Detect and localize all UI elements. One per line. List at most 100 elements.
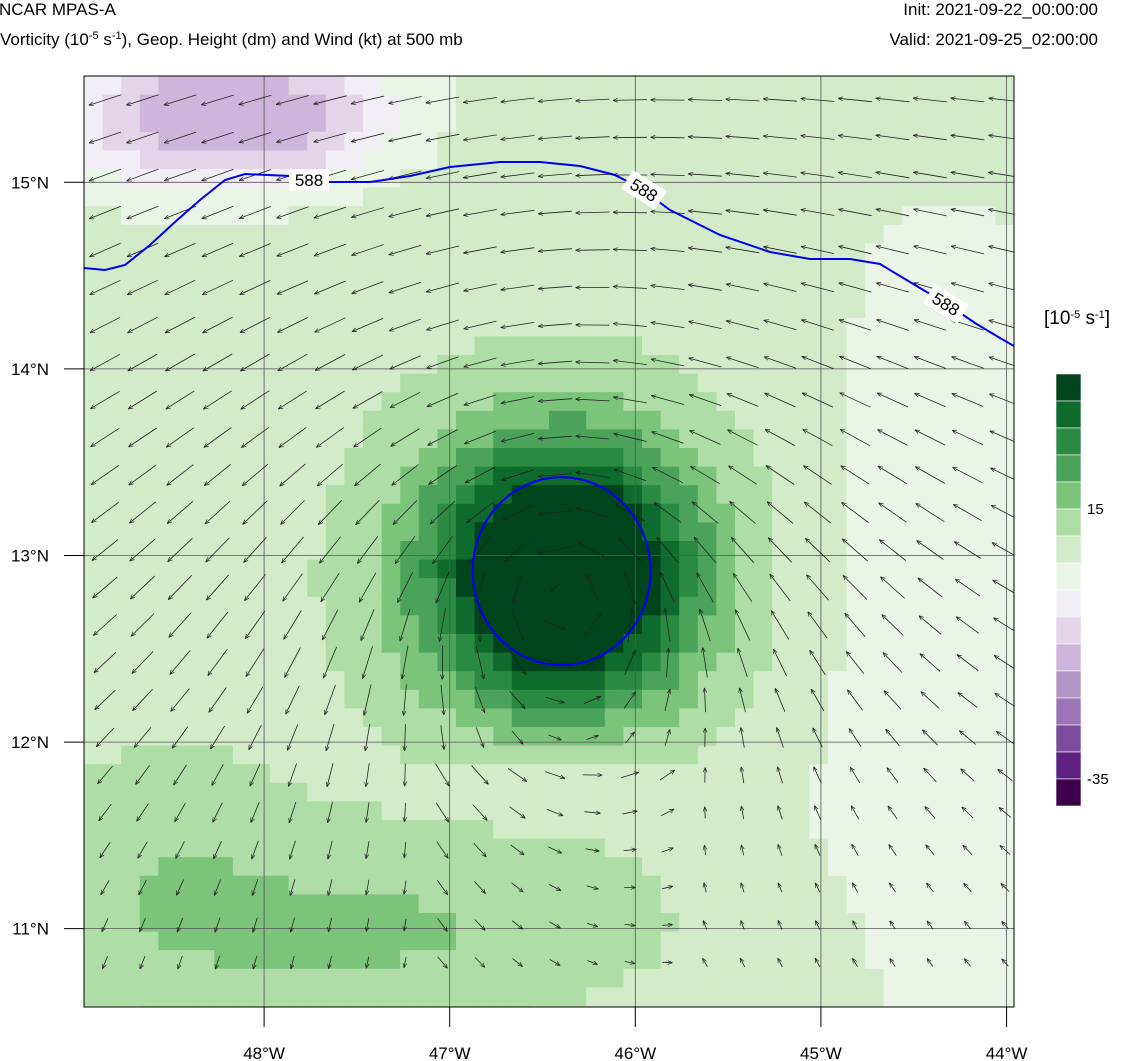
vorticity-cell-1312 [307,559,327,579]
vorticity-cell-777 [586,355,606,375]
wind-arrow-50 [89,168,122,181]
vorticity-cell-1965 [363,801,383,821]
vorticity-cell-210 [270,150,290,170]
vorticity-cell-1558 [232,652,252,672]
vorticity-cell-716 [381,336,401,356]
vorticity-cell-1346 [939,559,959,579]
vorticity-cell-1585 [735,652,755,672]
vorticity-cell-621 [474,299,494,319]
wind-arrow-377 [170,650,191,674]
vorticity-cell-2486 [753,987,773,1007]
wind-arrow-229 [241,427,269,447]
vorticity-cell-2000 [84,820,104,840]
vorticity-cell-1607 [214,671,234,691]
vorticity-cell-2315 [363,931,383,951]
vorticity-cell-685 [735,317,755,337]
vorticity-cell-1523 [511,634,531,654]
wind-arrow-35 [463,134,497,140]
vorticity-cell-1545 [921,634,941,654]
vorticity-cell-1672 [493,689,513,709]
map-title: NCAR MPAS-A [0,0,116,19]
vorticity-cell-2351 [102,950,122,970]
vorticity-cell-1956 [195,801,215,821]
vorticity-cell-293 [883,169,903,189]
wind-arrow-291 [692,502,719,524]
wind-arrow-220 [840,393,871,408]
vorticity-cell-535 [735,262,755,282]
vorticity-cell-1461 [288,615,308,635]
vorticity-cell-253 [139,169,159,189]
vorticity-cell-1464 [344,615,364,635]
vorticity-cell-2398 [976,950,996,970]
vorticity-cell-1486 [753,615,773,635]
vorticity-cell-1853 [139,764,159,784]
vorticity-cell-867 [400,392,420,412]
vorticity-cell-2172 [493,875,513,895]
wind-arrow-386 [508,650,526,674]
vorticity-cell-1526 [567,634,587,654]
vorticity-cell-651 [102,317,122,337]
vorticity-cell-184 [716,131,736,151]
wind-arrow-580 [291,955,295,969]
wind-arrow-155 [277,317,308,333]
vorticity-cell-1199 [995,503,1014,523]
vorticity-cell-1578 [604,652,624,672]
lat-label-1: 14°N [11,360,49,379]
wind-arrow-195 [839,355,871,370]
vorticity-cell-96 [939,94,959,114]
vorticity-cell-913 [325,410,345,430]
wind-arrow-148 [951,283,985,293]
vorticity-cell-1502 [121,634,141,654]
vorticity-cell-1286 [753,541,773,561]
vorticity-cell-2439 [809,968,829,988]
vorticity-cell-1596 [939,652,959,672]
vorticity-cell-37 [772,76,792,96]
wind-arrow-551 [139,917,146,932]
vorticity-cell-731 [660,336,680,356]
vorticity-cell-2136 [753,857,773,877]
vorticity-cell-2358 [232,950,252,970]
vorticity-cell-2187 [772,875,792,895]
vorticity-cell-448 [976,224,996,244]
vorticity-cell-1742 [865,708,885,728]
vorticity-cell-1124 [530,485,550,505]
vorticity-cell-1061 [288,466,308,486]
vorticity-cell-667 [400,317,420,337]
vorticity-cell-652 [121,317,141,337]
vorticity-cell-806 [195,373,215,393]
vorticity-cell-21 [474,76,494,96]
wind-arrow-379 [246,648,265,676]
wind-arrow-356 [322,609,339,640]
vorticity-cell-1848 [976,745,996,765]
vorticity-cell-18 [418,76,438,96]
vorticity-cell-673 [511,317,531,337]
vorticity-cell-946 [939,410,959,430]
vorticity-cell-1827 [586,745,606,765]
vorticity-cell-1418 [418,596,438,616]
vorticity-cell-231 [660,150,680,170]
vorticity-cell-2110 [270,857,290,877]
vorticity-cell-56 [195,94,215,114]
vorticity-cell-529 [623,262,643,282]
vorticity-cell-348 [976,187,996,207]
vorticity-cell-2220 [456,894,476,914]
wind-arrow-322 [917,541,944,560]
vorticity-cell-2283 [697,913,717,933]
vorticity-cell-2316 [381,931,401,951]
vorticity-cell-616 [381,299,401,319]
vorticity-cell-1323 [511,559,531,579]
vorticity-cell-1773 [511,727,531,747]
vorticity-cell-514 [344,262,364,282]
vorticity-cell-1557 [214,652,234,672]
vorticity-cell-1345 [921,559,941,579]
vorticity-cell-713 [325,336,345,356]
vorticity-cell-15 [363,76,383,96]
vorticity-cell-981 [660,429,680,449]
vorticity-cell-963 [325,429,345,449]
vorticity-cell-16 [381,76,401,96]
vorticity-cell-1799 [995,727,1014,747]
vorticity-cell-2007 [214,820,234,840]
vorticity-cell-2113 [325,857,345,877]
wind-arrow-275 [91,501,119,522]
vorticity-cell-780 [642,355,662,375]
